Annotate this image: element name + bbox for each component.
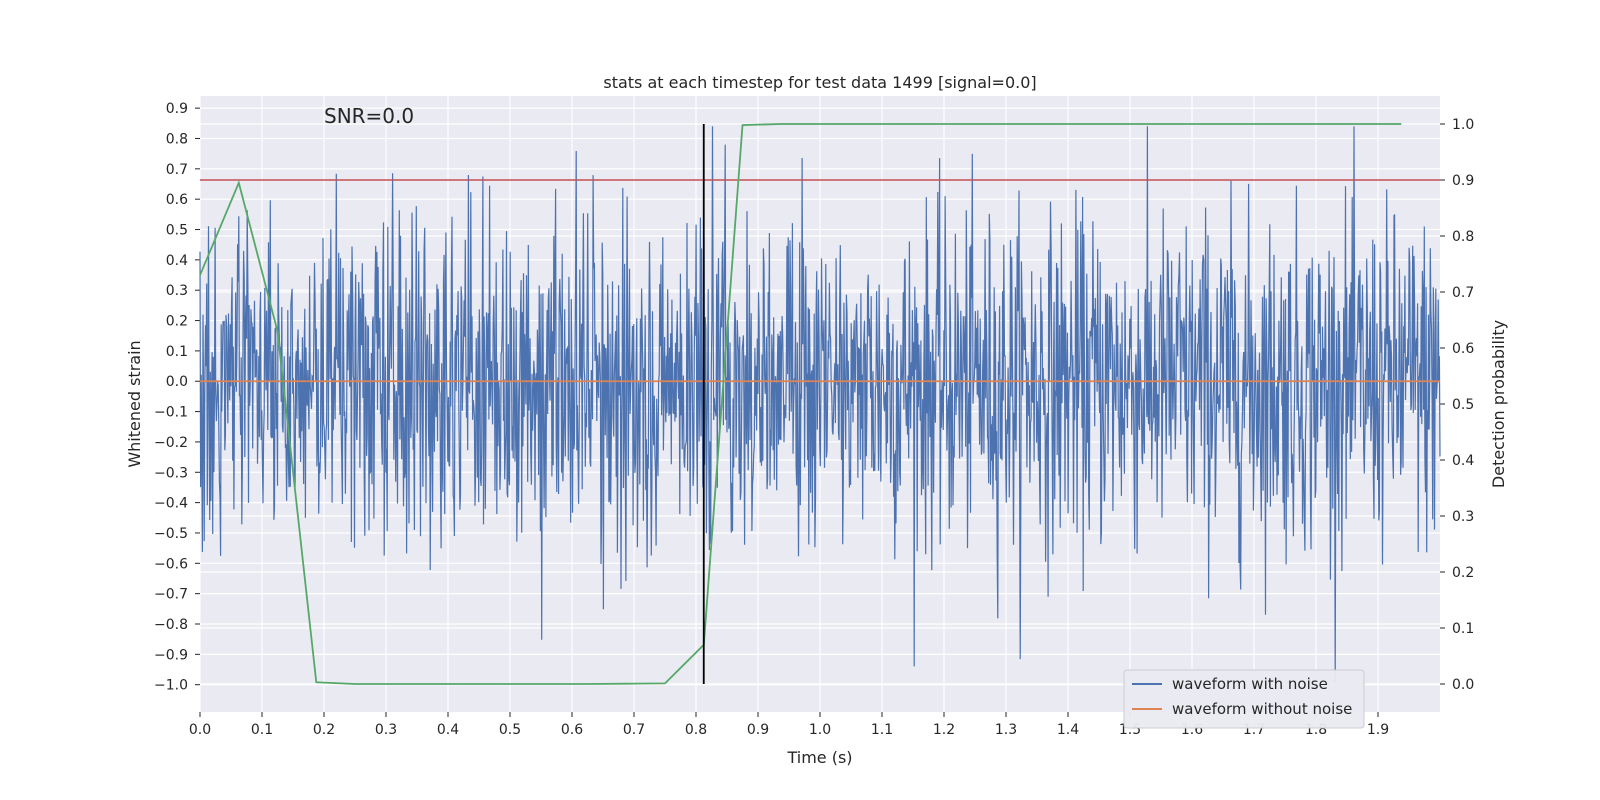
x-tick-label: 1.3	[995, 722, 1017, 738]
y2-tick-label: 0.3	[1452, 509, 1474, 525]
y-tick-label: 0.1	[166, 344, 188, 360]
x-tick-label: 0.3	[375, 722, 397, 738]
x-tick-label: 1.4	[1057, 722, 1079, 738]
x-tick-label: 0.2	[313, 722, 335, 738]
series-waveform-with-noise	[199, 126, 1441, 682]
y2-axis-label: Detection probability	[1489, 320, 1508, 488]
x-tick-label: 0.4	[437, 722, 459, 738]
x-tick-label: 0.7	[623, 722, 645, 738]
snr-annotation: SNR=0.0	[324, 104, 414, 128]
y-tick-label: 0.5	[166, 223, 188, 239]
y-tick-label: 0.0	[166, 374, 188, 390]
y-tick-label: −0.5	[154, 526, 188, 542]
y-tick-label: 0.8	[166, 131, 188, 147]
y2-tick-label: 0.2	[1452, 565, 1474, 581]
y-axis-label: Whitened strain	[125, 340, 144, 467]
grid	[199, 96, 1440, 712]
y-tick-label: −0.2	[154, 435, 188, 451]
y-tick-label: 0.2	[166, 314, 188, 330]
y-tick-label: −0.4	[154, 496, 188, 512]
y-tick-label: −0.9	[154, 647, 188, 663]
ticks: 0.0 0.1 0.2 0.3 0.4 0.5 0.6 0.7 0.8 0.9 1.0 1.1 1.2 1…	[154, 101, 1474, 738]
y2-tick-label: 0.9	[1452, 173, 1474, 189]
y2-tick-label: 0.7	[1452, 285, 1474, 301]
y2-tick-label: 0.6	[1452, 341, 1474, 357]
y-tick-label: −0.8	[154, 617, 188, 633]
x-tick-label: 0.8	[685, 722, 707, 738]
y-tick-label: −0.6	[154, 556, 188, 572]
legend-box	[1123, 669, 1365, 729]
chart-title: stats at each timestep for test data 149…	[603, 73, 1036, 92]
x-tick-label: 0.0	[189, 722, 211, 738]
y-tick-label: 0.9	[166, 101, 188, 117]
x-axis-label: Time (s)	[786, 748, 852, 767]
legend-label-noise: waveform with noise	[1172, 675, 1328, 693]
y2-tick-label: 0.1	[1452, 621, 1474, 637]
y-tick-label: −0.3	[154, 465, 188, 481]
x-tick-label: 0.6	[561, 722, 583, 738]
y2-tick-label: 0.0	[1452, 677, 1474, 693]
legend-label-clean: waveform without noise	[1172, 700, 1352, 718]
x-tick-label: 1.9	[1367, 722, 1389, 738]
y-tick-label: −0.1	[154, 405, 188, 421]
y2-tick-label: 0.8	[1452, 229, 1474, 245]
series-detection-probability	[199, 123, 1402, 685]
y-tick-label: 0.4	[166, 253, 188, 269]
y2-tick-label: 0.5	[1452, 397, 1474, 413]
y-tick-label: 0.6	[166, 192, 188, 208]
plot-series	[199, 123, 1441, 685]
x-tick-label: 0.5	[499, 722, 521, 738]
x-tick-label: 0.1	[251, 722, 273, 738]
y-tick-label: 0.3	[166, 283, 188, 299]
x-tick-label: 1.1	[871, 722, 893, 738]
x-tick-label: 1.2	[933, 722, 955, 738]
x-tick-label: 1.0	[809, 722, 831, 738]
legend: waveform with noise waveform without noi…	[1123, 669, 1365, 729]
y2-tick-label: 1.0	[1452, 117, 1474, 133]
x-tick-label: 0.9	[747, 722, 769, 738]
y-tick-label: −0.7	[154, 587, 188, 603]
y-tick-label: −1.0	[154, 678, 188, 694]
y2-tick-label: 0.4	[1452, 453, 1474, 469]
y-tick-label: 0.7	[166, 162, 188, 178]
